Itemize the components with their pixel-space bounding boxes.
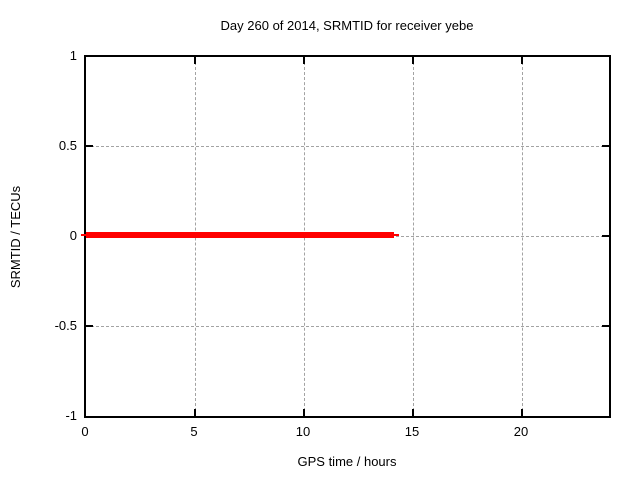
tick-right-y-0 [602,235,609,237]
series-srmtid-line [86,232,394,238]
tick-left-y-0.5 [86,145,93,147]
x-axis-title: GPS time / hours [297,454,397,469]
xtick-label-10: 10 [295,424,311,439]
y-axis-title: SRMTID / TECUs [8,185,23,289]
tick-bottom-x-10 [303,409,305,416]
ytick-label-0: 0 [69,228,77,243]
tick-top-x-15 [412,57,414,64]
xtick-label-20: 20 [513,424,529,439]
gridline-y-0.5 [86,146,609,147]
tick-top-x-10 [303,57,305,64]
series-srmtid-right-cap [394,234,399,236]
tick-bottom-x-20 [521,409,523,416]
xtick-label-15: 15 [404,424,420,439]
chart-title: Day 260 of 2014, SRMTID for receiver yeb… [220,18,474,33]
ytick-label--0.5: -0.5 [54,318,77,333]
tick-right-y--0.5 [602,325,609,327]
tick-right-y-0.5 [602,145,609,147]
xtick-label-5: 5 [190,424,198,439]
tick-bottom-x-15 [412,409,414,416]
ytick-label-0.5: 0.5 [58,138,77,153]
tick-left-y--0.5 [86,325,93,327]
ytick-label-1: 1 [69,48,77,63]
tick-bottom-x-5 [194,409,196,416]
tick-top-x-5 [194,57,196,64]
series-srmtid-left-cap [81,234,86,236]
ytick-label--1: -1 [65,408,77,423]
tick-top-x-20 [521,57,523,64]
plot-area [81,55,611,418]
gridline-y--0.5 [86,326,609,327]
xtick-label-0: 0 [81,424,89,439]
